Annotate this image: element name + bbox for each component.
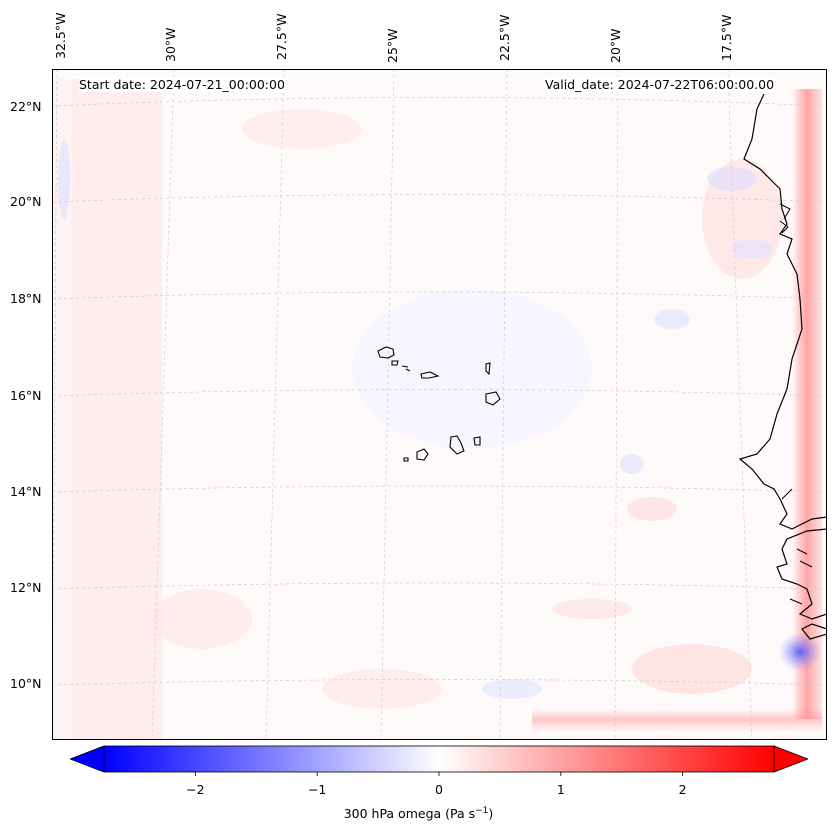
colorbar-tick-label: −1 (307, 782, 327, 797)
lon-label-25w: 25°W (385, 28, 400, 63)
colorbar-tick-label: 1 (556, 782, 565, 797)
lat-label-10n: 10°N (10, 676, 42, 691)
lat-label-20n: 20°N (10, 194, 42, 209)
colorbar-title-close: ) (488, 806, 494, 822)
valid-date-label: Valid_date: 2024-07-22T06:00:00.00 (545, 77, 775, 92)
colorbar-high-extend (773, 745, 808, 773)
colorbar-title-unit-exponent: −1 (475, 806, 489, 816)
omega-field (52, 79, 782, 739)
east-boundary-strip (792, 89, 822, 719)
colorbar-title: 300 hPa omega (Pa s−1) (0, 806, 837, 821)
lat-label-18n: 18°N (10, 291, 42, 306)
map-frame (52, 69, 827, 740)
lon-label-17-5w: 17.5°W (719, 14, 734, 61)
colorbar (70, 745, 808, 776)
start-date-label: Start date: 2024-07-21_00:00:00 (79, 77, 285, 92)
lon-label-32-5w: 32.5°W (53, 12, 68, 59)
lon-label-22-5w: 22.5°W (497, 14, 512, 61)
graticule (52, 69, 827, 740)
colorbar-tick-label: 2 (678, 782, 687, 797)
colorbar-tick-label: 0 (435, 782, 443, 797)
colorbar-tick-label: −2 (186, 782, 205, 797)
lon-label-30w: 30°W (163, 27, 178, 62)
coast-detail (779, 203, 813, 605)
west-africa-coastline (738, 93, 827, 640)
omega-map (52, 69, 827, 740)
blue-omega-core (778, 632, 822, 672)
lat-label-16n: 16°N (10, 388, 42, 403)
south-boundary-strip (532, 709, 822, 731)
colorbar-title-text: 300 hPa omega (Pa s (343, 806, 476, 822)
lat-label-12n: 12°N (10, 580, 42, 595)
lat-label-14n: 14°N (10, 484, 42, 499)
colorbar-body (103, 745, 775, 773)
lon-label-27-5w: 27.5°W (274, 13, 289, 60)
colorbar-low-extend (70, 745, 105, 773)
lon-label-20w: 20°W (608, 28, 623, 63)
cape-verde-islands (377, 346, 501, 462)
lat-label-22n: 22°N (10, 99, 42, 114)
